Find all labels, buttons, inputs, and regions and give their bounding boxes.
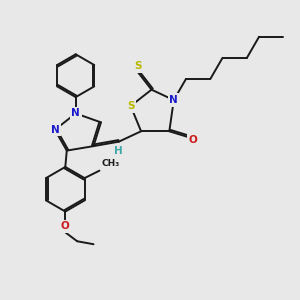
Text: O: O	[189, 135, 197, 145]
Text: CH₃: CH₃	[102, 159, 120, 168]
Text: N: N	[169, 95, 178, 105]
Text: H: H	[114, 146, 123, 156]
Text: S: S	[134, 61, 142, 71]
Text: O: O	[61, 221, 70, 231]
Text: N: N	[50, 125, 59, 135]
Text: N: N	[71, 108, 80, 118]
Text: S: S	[127, 101, 134, 111]
